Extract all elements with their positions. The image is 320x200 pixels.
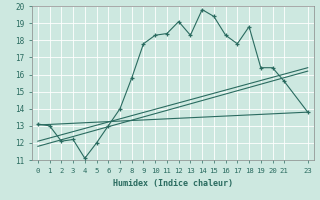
X-axis label: Humidex (Indice chaleur): Humidex (Indice chaleur) [113, 179, 233, 188]
